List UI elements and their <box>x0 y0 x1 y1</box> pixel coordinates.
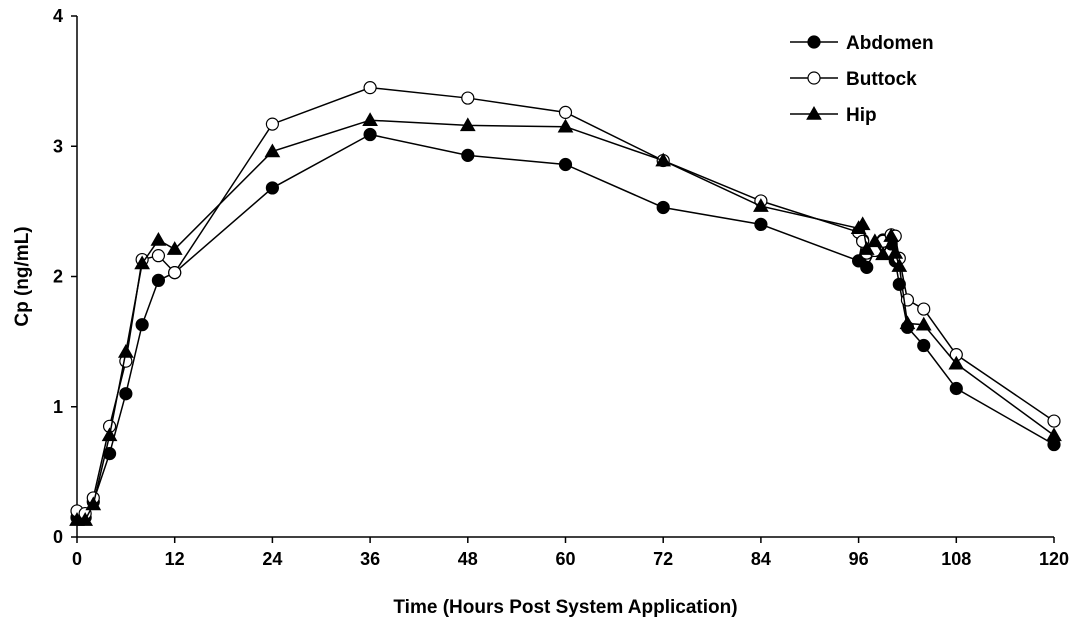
data-point-abdomen <box>860 260 874 274</box>
legend-item-hip: Hip <box>790 105 877 126</box>
data-point-hip <box>948 355 965 370</box>
data-point-hip <box>655 152 672 167</box>
data-point-abdomen <box>917 338 931 353</box>
x-tick-label: 24 <box>262 549 282 569</box>
data-point-abdomen <box>135 318 149 332</box>
series-buttock <box>70 81 1061 521</box>
x-tick-label: 48 <box>458 549 478 569</box>
data-point-buttock <box>363 81 377 95</box>
data-point-hip <box>362 112 378 126</box>
data-point-abdomen <box>265 181 279 195</box>
data-point-abdomen <box>119 387 133 401</box>
y-tick-label: 4 <box>53 6 63 26</box>
data-point-hip <box>899 315 916 330</box>
data-point-buttock <box>1047 414 1061 428</box>
data-point-buttock <box>151 249 166 263</box>
data-point-abdomen <box>461 148 475 162</box>
data-point-hip <box>166 241 183 255</box>
data-point-hip <box>887 245 904 259</box>
data-point-hip <box>134 255 150 270</box>
legend-item-abdomen: Abdomen <box>790 33 934 54</box>
x-tick-label: 12 <box>165 549 185 569</box>
data-point-buttock <box>461 91 475 105</box>
legend-label-buttock: Buttock <box>846 69 917 90</box>
data-point-abdomen <box>656 200 670 215</box>
data-point-hip <box>891 258 908 272</box>
data-point-buttock <box>168 265 182 280</box>
y-axis-title: Cp (ng/mL) <box>12 226 33 326</box>
y-tick-label: 3 <box>53 136 63 156</box>
y-tick-label: 2 <box>53 267 63 287</box>
x-tick-label: 60 <box>555 549 575 569</box>
series-hip <box>69 112 1062 526</box>
legend-marker-hip <box>806 105 822 120</box>
x-tick-label: 84 <box>751 549 771 569</box>
data-point-abdomen <box>949 381 963 396</box>
data-point-hip <box>867 233 883 248</box>
legend-item-buttock: Buttock <box>790 69 917 90</box>
data-point-abdomen <box>754 217 768 231</box>
data-point-hip <box>150 232 167 246</box>
data-point-abdomen <box>151 273 166 288</box>
x-tick-label: 108 <box>941 549 971 569</box>
data-point-buttock <box>917 302 931 316</box>
data-point-hip <box>557 118 574 133</box>
data-point-hip <box>858 241 875 255</box>
data-point-abdomen <box>558 157 573 172</box>
data-point-hip <box>875 246 891 261</box>
x-tick-label: 120 <box>1039 549 1069 569</box>
x-tick-label: 36 <box>360 549 380 569</box>
data-point-buttock <box>265 117 279 131</box>
legend-label-hip: Hip <box>846 105 877 126</box>
data-point-hip <box>85 496 102 511</box>
legend-label-abdomen: Abdomen <box>846 33 934 54</box>
y-tick-label: 1 <box>53 397 63 417</box>
data-point-hip <box>753 198 769 212</box>
legend-marker-abdomen <box>807 35 821 49</box>
data-point-abdomen <box>363 127 377 142</box>
legend: Abdomen Buttock Hip <box>790 33 934 126</box>
x-axis-title: Time (Hours Post System Application) <box>393 597 737 618</box>
data-point-hip <box>117 344 134 358</box>
x-tick-label: 96 <box>849 549 869 569</box>
x-tick-label: 72 <box>653 549 673 569</box>
x-tick-label: 0 <box>72 549 82 569</box>
data-point-hip <box>459 117 476 132</box>
data-point-hip <box>915 316 932 331</box>
data-point-hip <box>77 512 94 526</box>
data-point-hip <box>883 228 900 242</box>
data-point-hip <box>854 216 871 231</box>
data-point-hip <box>264 143 281 158</box>
data-point-hip <box>1046 427 1062 442</box>
series-layer <box>69 81 1062 526</box>
data-point-buttock <box>558 105 573 119</box>
legend-marker-buttock <box>807 71 821 85</box>
y-tick-label: 0 <box>53 527 63 547</box>
data-point-hip <box>101 427 118 442</box>
